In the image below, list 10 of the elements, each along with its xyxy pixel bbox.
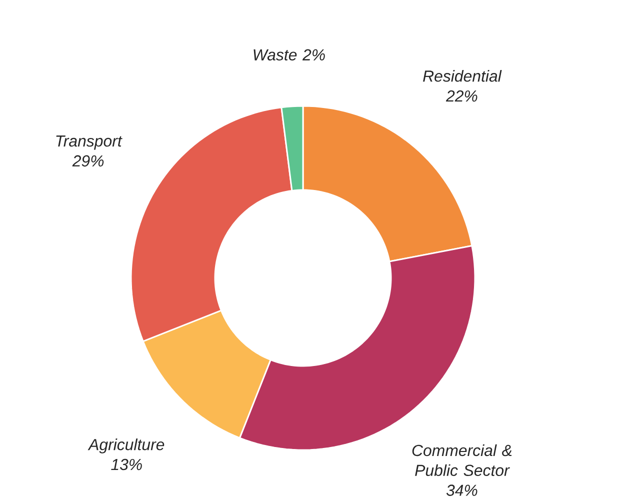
slice-label: Waste xyxy=(254,49,297,60)
data-label: 22% xyxy=(446,90,478,102)
slice-label: Residential xyxy=(423,70,502,82)
slice-label: Agriculture xyxy=(88,438,164,454)
slice-label: Transport xyxy=(56,136,122,150)
slice-label: Commercial & Public Sector xyxy=(412,444,512,476)
data-label: 34% xyxy=(446,484,478,496)
data-label: 29% xyxy=(72,155,104,167)
data-label: 13% xyxy=(111,458,142,470)
data-label: 2% xyxy=(302,49,325,60)
